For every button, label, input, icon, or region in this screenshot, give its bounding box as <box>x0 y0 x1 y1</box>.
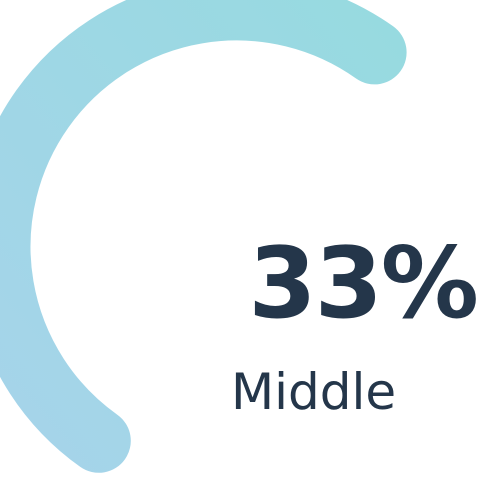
gauge-value: 33% <box>248 227 479 341</box>
gauge-label: Middle <box>231 363 397 421</box>
gauge-progress-arc <box>0 0 407 473</box>
